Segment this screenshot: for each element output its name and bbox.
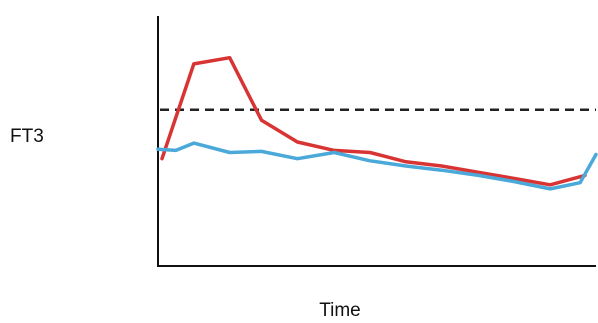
series-line-1 (156, 141, 598, 191)
y-axis-label: FT3 (10, 126, 44, 147)
series-line-0 (160, 55, 587, 187)
x-axis-label: Time (319, 300, 361, 321)
plot-area (156, 16, 598, 267)
